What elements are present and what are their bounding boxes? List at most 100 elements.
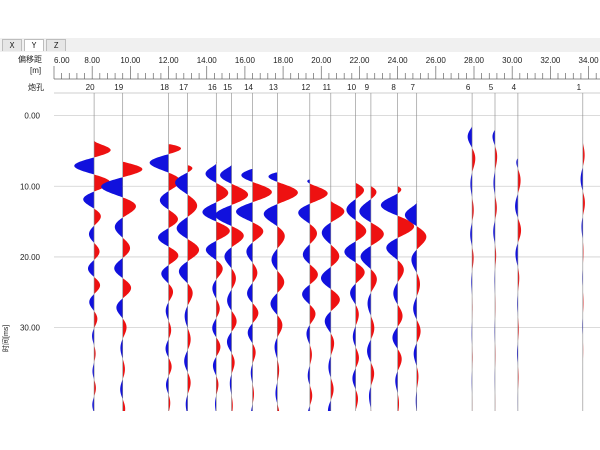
positive-lobe: [277, 182, 298, 204]
negative-lobe: [120, 338, 123, 359]
positive-lobe: [277, 270, 285, 293]
shot-label-row: 炮孔 20 19 18 17 16 15 14 13 12 11 10 9 8 7 6 5 4 1: [28, 82, 582, 92]
positive-lobe: [122, 318, 127, 339]
negative-lobe: [580, 166, 583, 192]
shot-label: 13: [269, 83, 278, 92]
shot-label: 19: [114, 83, 123, 92]
positive-lobe: [370, 269, 377, 293]
trace-7: [404, 93, 427, 411]
positive-lobe: [582, 142, 585, 167]
negative-lobe: [246, 242, 253, 263]
negative-lobe: [320, 267, 331, 289]
shot-label: 6: [466, 83, 471, 92]
positive-lobe: [309, 264, 318, 285]
positive-lobe: [216, 298, 220, 319]
negative-lobe: [404, 202, 417, 226]
shot-label: 10: [347, 83, 356, 92]
negative-lobe: [263, 204, 278, 227]
positive-lobe: [355, 347, 359, 368]
negative-lobe: [220, 165, 232, 184]
shot-label: 12: [301, 83, 310, 92]
negative-lobe: [251, 404, 253, 411]
negative-lobe: [185, 394, 188, 411]
tab-y[interactable]: Y: [24, 39, 44, 51]
negative-lobe: [350, 283, 356, 305]
positive-lobe: [355, 389, 358, 411]
shot-label: 14: [244, 83, 253, 92]
positive-lobe: [355, 262, 365, 284]
negative-lobe: [470, 172, 473, 198]
positive-lobe: [370, 362, 375, 386]
trace-1: [580, 93, 585, 411]
positive-lobe: [472, 246, 474, 272]
positive-lobe: [277, 359, 280, 382]
offset-tick-label: 32.00: [540, 56, 561, 65]
positive-lobe: [216, 183, 229, 203]
tab-x[interactable]: X: [2, 39, 22, 51]
positive-lobe: [216, 376, 219, 396]
positive-lobe: [187, 327, 191, 350]
positive-lobe: [94, 174, 111, 192]
positive-lobe: [370, 186, 377, 199]
tab-z[interactable]: Z: [46, 39, 66, 51]
negative-lobe: [346, 199, 356, 221]
positive-lobe: [330, 378, 334, 401]
positive-lobe: [94, 379, 96, 397]
negative-lobe: [352, 368, 356, 390]
positive-lobe: [330, 289, 340, 312]
positive-lobe: [472, 197, 474, 222]
positive-lobe: [397, 260, 404, 283]
positive-lobe: [94, 208, 101, 226]
negative-lobe: [467, 126, 473, 148]
positive-lobe: [187, 165, 193, 173]
negative-lobe: [114, 217, 123, 238]
negative-lobe: [470, 221, 473, 247]
negative-lobe: [159, 191, 169, 210]
negative-lobe: [515, 242, 518, 268]
positive-lobe: [187, 239, 200, 262]
positive-lobe: [397, 349, 402, 372]
positive-lobe: [122, 197, 136, 218]
negative-lobe: [202, 202, 217, 222]
negative-lobe: [302, 284, 310, 305]
trace-11: [320, 93, 345, 411]
positive-lobe: [231, 226, 244, 248]
negative-lobe: [268, 172, 278, 182]
offset-tick-label: 6.00: [54, 56, 70, 65]
trace-20: [74, 93, 111, 411]
negative-lobe: [205, 241, 217, 261]
positive-lobe: [495, 146, 498, 171]
offset-tick-label: 30.00: [502, 56, 523, 65]
offset-ruler: 偏移距 [m] 6.00 8.00 10.00 12.00 14.00 16.00 18.0…: [0, 52, 600, 80]
time-tick-label: 30.00: [20, 324, 41, 333]
negative-lobe: [270, 292, 278, 315]
trace-8: [380, 93, 415, 411]
negative-lobe: [321, 222, 331, 245]
negative-lobe: [328, 355, 331, 378]
trace-10: [344, 93, 367, 411]
negative-lobe: [581, 216, 583, 241]
offset-tick-label: 10.00: [120, 56, 141, 65]
negative-lobe: [395, 371, 398, 393]
shot-label: 18: [160, 83, 169, 92]
positive-lobe: [94, 277, 101, 294]
negative-lobe: [493, 220, 495, 245]
positive-lobe: [416, 319, 421, 343]
negative-lobe: [212, 279, 217, 299]
positive-lobe: [517, 218, 522, 243]
negative-lobe: [306, 325, 310, 345]
negative-lobe: [327, 400, 331, 411]
positive-lobe: [355, 220, 367, 242]
negative-lobe: [344, 241, 356, 263]
positive-lobe: [309, 345, 312, 366]
positive-lobe: [94, 140, 111, 158]
negative-lobe: [116, 298, 123, 319]
shot-label: 17: [179, 83, 188, 92]
positive-lobe: [122, 278, 132, 299]
shot-labels: 20 19 18 17 16 15 14 13 12 11 10 9 8 7 6 5 4 1: [86, 83, 582, 92]
negative-lobe: [492, 130, 495, 146]
negative-lobe: [92, 328, 95, 345]
trace-12: [298, 93, 328, 411]
negative-lobe: [302, 244, 310, 265]
positive-lobe: [216, 260, 223, 280]
